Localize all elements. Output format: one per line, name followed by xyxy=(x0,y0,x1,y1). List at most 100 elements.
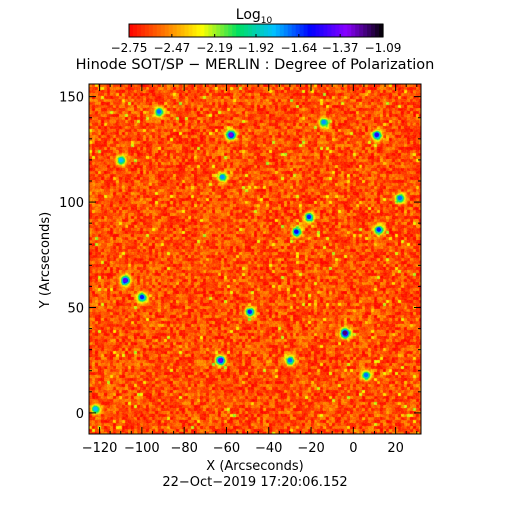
colorbar-cell xyxy=(323,24,329,37)
plot-frame xyxy=(88,83,422,435)
colorbar-tick-label: −2.75 xyxy=(111,41,148,55)
colorbar-cell xyxy=(129,24,134,37)
colorbar-cell xyxy=(204,24,209,37)
y-tick-label: 50 xyxy=(67,301,84,316)
colorbar-cell xyxy=(252,24,257,37)
polarization-feature xyxy=(220,174,225,179)
colorbar-cell xyxy=(208,24,213,37)
colorbar-cell xyxy=(148,24,154,37)
colorbar-cell xyxy=(196,24,202,37)
polarization-feature xyxy=(397,195,403,201)
timestamp: 22−Oct−2019 17:20:06.152 xyxy=(162,475,347,490)
colorbar-cell xyxy=(200,24,206,37)
colorbar-title: Log10 xyxy=(236,7,273,26)
polarization-feature xyxy=(139,294,145,300)
colorbar-cell xyxy=(379,24,384,37)
colorbar-cell xyxy=(315,24,321,37)
polarization-feature xyxy=(217,358,223,363)
colorbar-cell xyxy=(287,24,293,37)
x-tick-label: 20 xyxy=(387,441,404,456)
x-tick-label: −120 xyxy=(82,441,118,456)
y-axis: 0 50 100 150 xyxy=(59,91,421,435)
colorbar-cell xyxy=(184,24,190,37)
colorbar-cell xyxy=(299,24,305,37)
polarization-feature xyxy=(342,330,348,335)
x-tick-label: −20 xyxy=(297,441,324,456)
colorbar-cell xyxy=(375,24,380,37)
colorbar-cell xyxy=(160,24,166,37)
colorbar-cell xyxy=(331,24,336,37)
plot-area xyxy=(88,83,422,435)
colorbar-cell xyxy=(248,24,253,37)
colorbar-cell xyxy=(188,24,194,37)
polarization-feature xyxy=(287,358,293,363)
colorbar-tick-label: −2.47 xyxy=(153,41,190,55)
polarization-feature xyxy=(294,229,299,234)
x-tick-label: −100 xyxy=(124,441,160,456)
colorbar-tick-label: −2.19 xyxy=(196,41,233,55)
colorbar-cell xyxy=(303,24,309,37)
colorbar-cell xyxy=(291,24,297,37)
x-axis: −120 −100 −80 −60 −40 −20 0 20 xyxy=(82,84,418,456)
colorbar-tick-label: −1.37 xyxy=(322,41,359,55)
colorbar-cell xyxy=(311,24,317,37)
colorbar-cell xyxy=(164,24,170,37)
chart-title: Hinode SOT/SP − MERLIN : Degree of Polar… xyxy=(76,57,435,73)
polarization-feature xyxy=(118,157,123,163)
colorbar-cell xyxy=(351,24,356,37)
y-tick-label: 0 xyxy=(76,407,84,422)
colorbar-cell xyxy=(132,24,138,37)
x-axis-label: X (Arcseconds) xyxy=(206,459,303,474)
polarization-feature xyxy=(321,119,326,125)
colorbar-cell xyxy=(371,24,376,37)
y-axis-label: Y (Arcseconds) xyxy=(38,212,53,309)
colorbar-cell xyxy=(216,24,221,37)
y-tick-label: 100 xyxy=(59,196,84,211)
colorbar-cell xyxy=(271,24,277,37)
colorbar-cell xyxy=(279,24,285,37)
colorbar-cell xyxy=(307,24,313,37)
colorbar-cell xyxy=(152,24,158,37)
polarization-feature xyxy=(122,277,128,283)
colorbar-cell xyxy=(192,24,198,37)
colorbar-cell xyxy=(144,24,150,37)
colorbar-cell xyxy=(263,24,269,37)
polarization-feature xyxy=(374,132,379,137)
colorbar-cell xyxy=(355,24,360,37)
polarization-feature xyxy=(376,227,381,232)
x-tick-label: −40 xyxy=(255,441,282,456)
colorbar-tick-label: −1.64 xyxy=(280,41,317,55)
colorbar-ticks: −2.75 −2.47 −2.19 −1.92 −1.64 −1.37 −1.09 xyxy=(111,34,402,55)
colorbar-cell xyxy=(295,24,301,37)
colorbar-cell xyxy=(224,24,229,37)
colorbar-cell xyxy=(212,24,217,37)
colorbar-cell xyxy=(136,24,142,37)
colorbar-tick-label: −1.92 xyxy=(238,41,275,55)
colorbar-cell xyxy=(347,24,352,37)
colorbar-cell xyxy=(259,24,265,37)
colorbar-cell xyxy=(228,24,233,37)
colorbar-cell xyxy=(256,24,261,37)
polarization-feature xyxy=(306,214,312,219)
polarization-feature xyxy=(247,309,252,314)
colorbar-cell xyxy=(339,24,344,37)
colorbar-cell xyxy=(335,24,340,37)
polarization-feature xyxy=(363,372,369,378)
x-tick-label: −60 xyxy=(213,441,240,456)
polarization-feature xyxy=(228,132,233,137)
colorbar-cell xyxy=(244,24,249,37)
colorbar-cell xyxy=(236,24,241,37)
colorbar-cell xyxy=(140,24,146,37)
colorbar-cell xyxy=(367,24,372,37)
colorbar-cell xyxy=(327,24,333,37)
colorbar-cell xyxy=(168,24,174,37)
colorbar-tick-label: −1.09 xyxy=(365,41,402,55)
colorbar-cell xyxy=(283,24,289,37)
colorbar-cell xyxy=(319,24,325,37)
x-tick-label: −80 xyxy=(170,441,197,456)
colorbar-cell xyxy=(240,24,245,37)
x-tick-label: 0 xyxy=(349,441,357,456)
colorbar-cell xyxy=(176,24,182,37)
colorbar-cell xyxy=(172,24,178,37)
